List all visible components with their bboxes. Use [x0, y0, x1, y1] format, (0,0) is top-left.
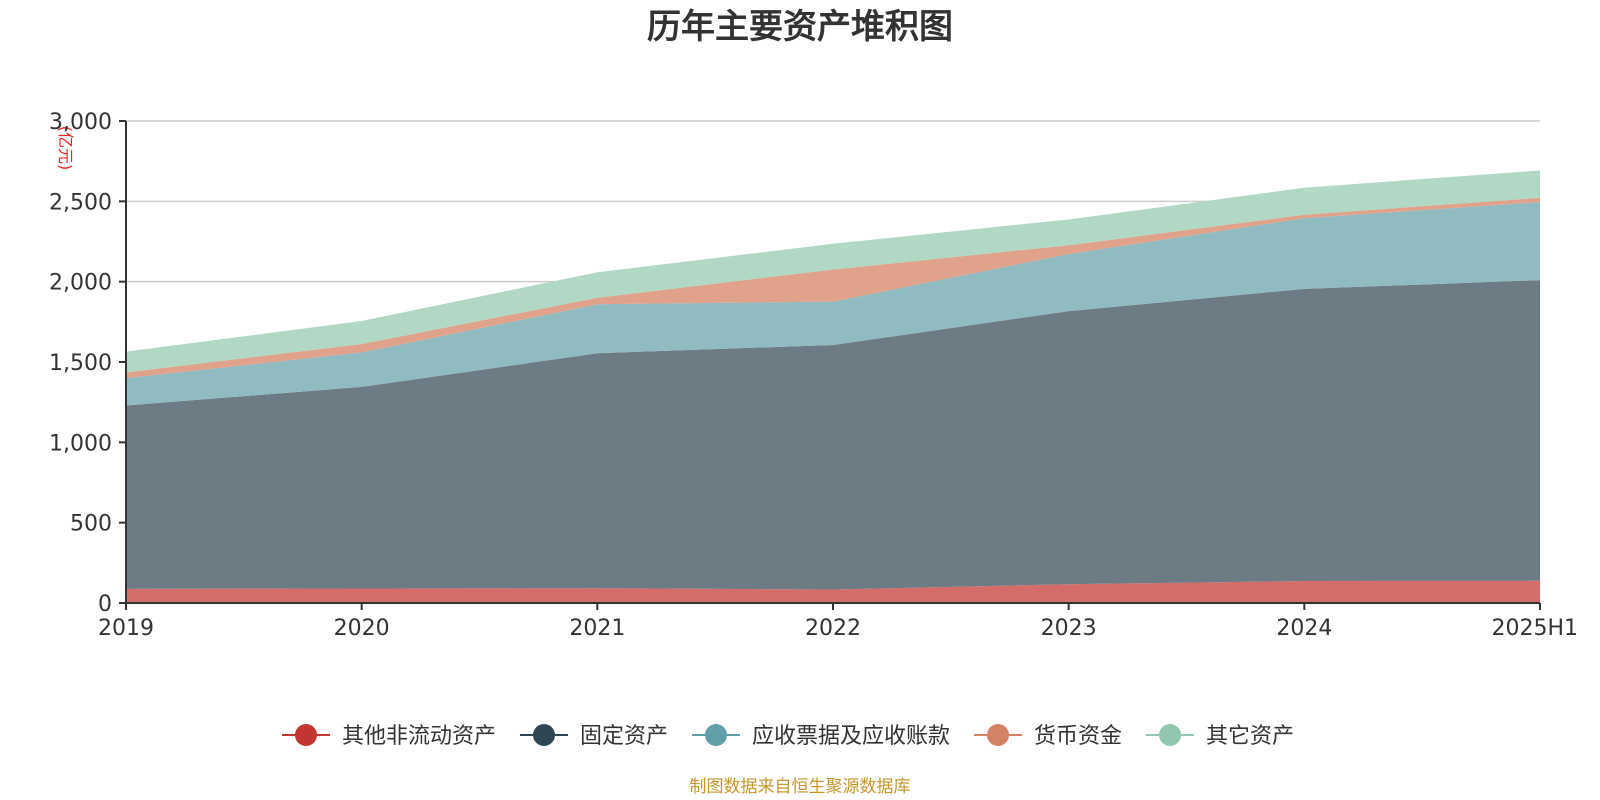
- y-tick-label: 500: [70, 512, 112, 537]
- y-tick-label: 1,000: [49, 431, 112, 456]
- y-tick-label: 0: [98, 592, 112, 617]
- legend-circle-marker: [533, 724, 555, 746]
- legend-item-2[interactable]: 应收票据及应收账款: [692, 724, 950, 749]
- area-layer: [126, 170, 1540, 603]
- x-tick-label: 2023: [1041, 616, 1097, 641]
- legend-label: 应收票据及应收账款: [752, 724, 950, 749]
- legend-circle-marker: [1159, 724, 1181, 746]
- chart-title: 历年主要资产堆积图: [647, 7, 953, 47]
- source-note: 制图数据来自恒生聚源数据库: [690, 777, 911, 797]
- legend-circle-marker: [705, 724, 727, 746]
- y-tick-label: 2,500: [49, 190, 112, 215]
- y-axis-unit-label: (亿元): [56, 126, 75, 171]
- area-series-3: [126, 197, 1540, 379]
- area-series-0: [126, 580, 1540, 603]
- legend[interactable]: 其他非流动资产 固定资产 应收票据及应收账款 货币资金 其它资产: [282, 724, 1294, 749]
- y-tick-label: 2,000: [49, 271, 112, 296]
- x-tick-label: 2022: [805, 616, 861, 641]
- y-tick-label: 3,000: [49, 110, 112, 135]
- legend-item-3[interactable]: 货币资金: [974, 724, 1122, 749]
- y-tick-label: 1,500: [49, 351, 112, 376]
- x-tick-label: 2024: [1276, 616, 1332, 641]
- legend-label: 固定资产: [580, 724, 668, 749]
- legend-item-4[interactable]: 其它资产: [1146, 724, 1294, 749]
- area-series-2: [126, 202, 1540, 406]
- legend-item-0[interactable]: 其他非流动资产: [282, 724, 496, 749]
- area-series-4: [126, 170, 1540, 373]
- x-tick-label: 2019: [98, 616, 154, 641]
- x-tick-label: 2020: [334, 616, 390, 641]
- legend-label: 其它资产: [1206, 724, 1294, 749]
- x-tick-label: 2021: [569, 616, 625, 641]
- legend-item-1[interactable]: 固定资产: [520, 724, 668, 749]
- legend-label: 货币资金: [1034, 724, 1122, 749]
- axis-layer: 0 500 1,000 1,500 2,000 2,500 3,000 2019 2020 202…: [49, 110, 1578, 641]
- legend-circle-marker: [987, 724, 1009, 746]
- x-tick-label: 2025H1: [1491, 616, 1578, 641]
- legend-label: 其他非流动资产: [342, 724, 496, 749]
- area-series-1: [126, 280, 1540, 590]
- legend-circle-marker: [295, 724, 317, 746]
